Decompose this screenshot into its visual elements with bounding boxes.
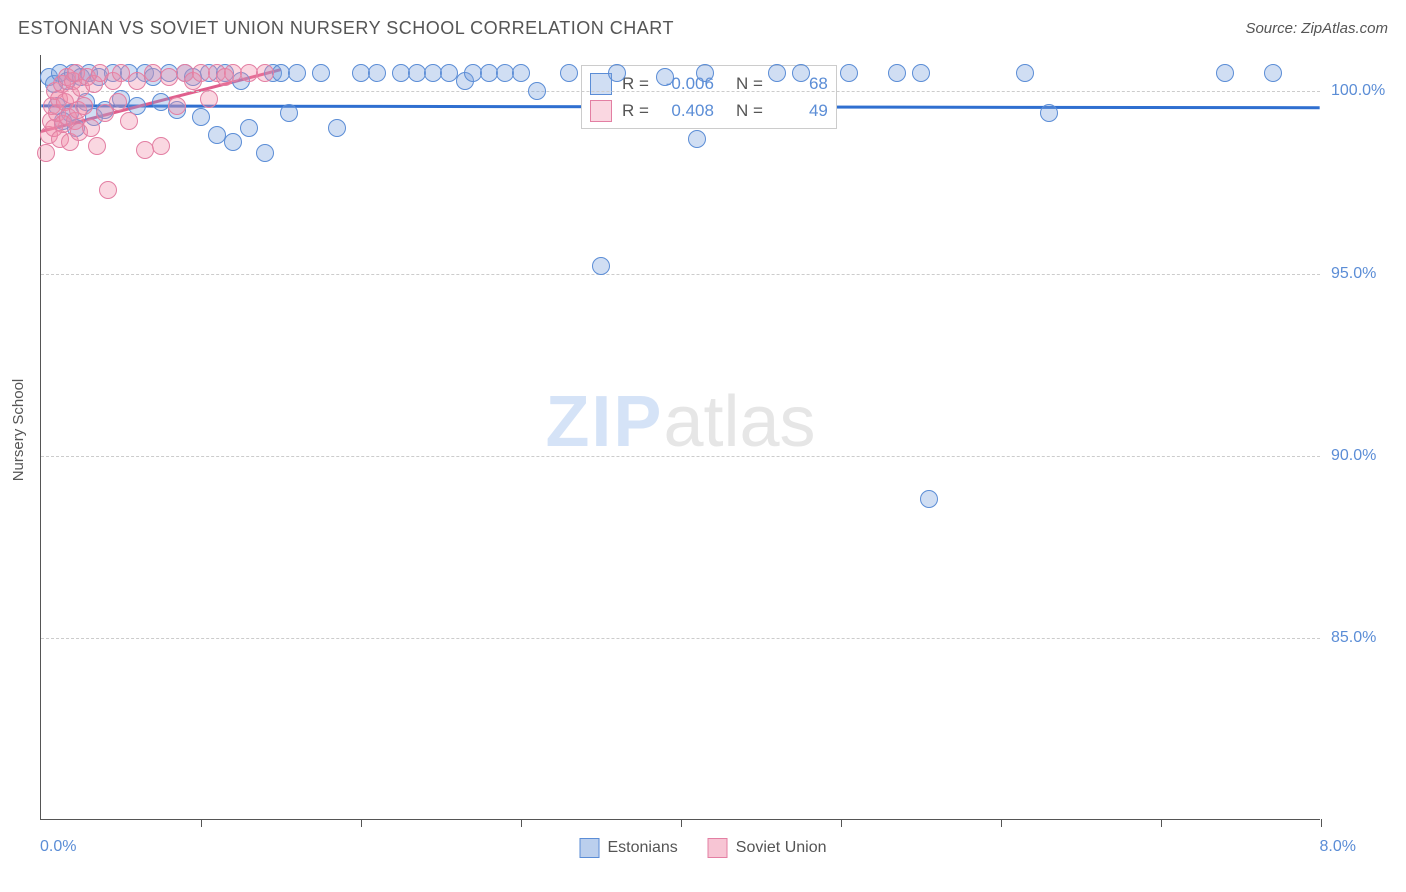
legend-swatch (708, 838, 728, 858)
y-axis-title: Nursery School (10, 379, 27, 482)
legend-label: Estonians (608, 839, 678, 857)
gridline (41, 91, 1320, 92)
x-tick (1001, 819, 1002, 827)
source-label: Source: ZipAtlas.com (1245, 20, 1388, 37)
x-tick (841, 819, 842, 827)
x-axis-max-label: 8.0% (1320, 838, 1356, 856)
data-point (1264, 64, 1282, 82)
stats-n-value: 49 (773, 97, 828, 124)
data-point (152, 137, 170, 155)
data-point (82, 119, 100, 137)
gridline (41, 456, 1320, 457)
data-point (224, 133, 242, 151)
data-point (168, 97, 186, 115)
data-point (120, 112, 138, 130)
data-point (560, 64, 578, 82)
stats-n-label: N = (736, 70, 763, 97)
data-point (912, 64, 930, 82)
data-point (109, 93, 127, 111)
data-point (696, 64, 714, 82)
x-tick (201, 819, 202, 827)
data-point (99, 181, 117, 199)
x-tick (1161, 819, 1162, 827)
x-tick (361, 819, 362, 827)
x-tick (521, 819, 522, 827)
legend-item: Soviet Union (708, 838, 827, 858)
legend-label: Soviet Union (736, 839, 827, 857)
data-point (328, 119, 346, 137)
y-tick-label: 95.0% (1331, 265, 1376, 283)
data-point (200, 90, 218, 108)
data-point (88, 137, 106, 155)
data-point (656, 68, 674, 86)
y-tick-label: 90.0% (1331, 447, 1376, 465)
data-point (37, 144, 55, 162)
data-point (920, 490, 938, 508)
data-point (1040, 104, 1058, 122)
data-point (280, 104, 298, 122)
data-point (528, 82, 546, 100)
data-point (312, 64, 330, 82)
data-point (592, 257, 610, 275)
chart-title: ESTONIAN VS SOVIET UNION NURSERY SCHOOL … (18, 18, 674, 39)
stats-r-label: R = (622, 70, 649, 97)
x-axis-min-label: 0.0% (40, 838, 76, 856)
y-tick-label: 85.0% (1331, 629, 1376, 647)
gridline (41, 274, 1320, 275)
stats-r-label: R = (622, 97, 649, 124)
data-point (144, 64, 162, 82)
x-tick (681, 819, 682, 827)
data-point (792, 64, 810, 82)
stats-r-value: 0.408 (659, 97, 714, 124)
legend: Estonians Soviet Union (580, 838, 827, 858)
data-point (608, 64, 626, 82)
data-point (368, 64, 386, 82)
y-tick-label: 100.0% (1331, 82, 1385, 100)
stats-swatch (590, 100, 612, 122)
data-point (840, 64, 858, 82)
legend-swatch (580, 838, 600, 858)
gridline (41, 638, 1320, 639)
trend-lines (41, 55, 1320, 819)
data-point (768, 64, 786, 82)
data-point (288, 64, 306, 82)
legend-item: Estonians (580, 838, 678, 858)
data-point (1216, 64, 1234, 82)
data-point (256, 64, 274, 82)
data-point (1016, 64, 1034, 82)
data-point (256, 144, 274, 162)
data-point (512, 64, 530, 82)
stats-row: R = 0.408 N = 49 (590, 97, 828, 124)
x-tick (1321, 819, 1322, 827)
chart-header: ESTONIAN VS SOVIET UNION NURSERY SCHOOL … (18, 18, 1388, 39)
plot-area: ZIPatlas R =-0.006N =68R =0.408N =49 85.… (40, 55, 1320, 820)
data-point (192, 108, 210, 126)
data-point (75, 97, 93, 115)
stats-n-label: N = (736, 97, 763, 124)
data-point (888, 64, 906, 82)
data-point (688, 130, 706, 148)
data-point (240, 119, 258, 137)
